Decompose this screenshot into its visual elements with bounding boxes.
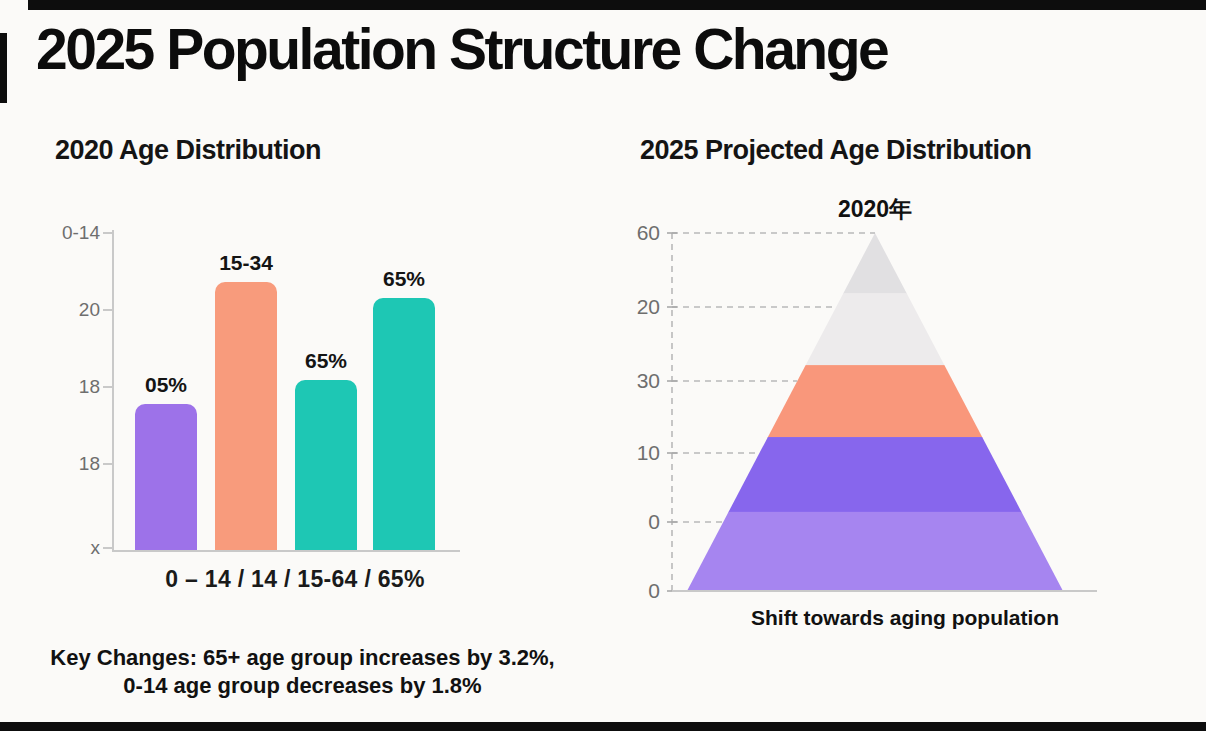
bar-label-4: 65% bbox=[383, 267, 425, 291]
left-chart-title: 2020 Age Distribution bbox=[55, 135, 321, 166]
pyramid-y-label-5: 0 bbox=[648, 579, 660, 602]
y-axis-tick-label: 20 bbox=[48, 299, 100, 321]
x-axis-line bbox=[112, 550, 460, 552]
pyramid-layer-gray-light bbox=[685, 293, 1065, 366]
y-axis-line bbox=[112, 230, 114, 550]
right-chart-title: 2025 Projected Age Distribution bbox=[640, 135, 1032, 166]
bar-1 bbox=[135, 404, 197, 550]
pyramid-y-label-4: 0 bbox=[648, 510, 660, 533]
pyramid-layer-orange-band bbox=[685, 365, 1065, 438]
infographic-canvas: 2025 Population Structure Change 2020 Ag… bbox=[0, 0, 1206, 731]
y-axis-tick-label: x bbox=[48, 537, 100, 559]
key-changes-note: Key Changes: 65+ age group increases by … bbox=[30, 644, 575, 699]
left-frame-strip bbox=[0, 33, 7, 103]
bar-chart-2020: 0-14 20 18 18 x 05% 15-34 65% 65% bbox=[40, 222, 500, 558]
y-axis-tick-label: 18 bbox=[48, 453, 100, 475]
top-frame-bar bbox=[28, 0, 1206, 10]
y-axis-tick-mark bbox=[103, 232, 112, 234]
key-changes-line1: Key Changes: 65+ age group increases by … bbox=[30, 644, 575, 672]
bar-label-2: 15-34 bbox=[219, 251, 273, 275]
pyramid-layer-purple-light bbox=[685, 512, 1065, 592]
pyramid-caption: Shift towards aging population bbox=[700, 606, 1110, 630]
bottom-frame-bar bbox=[0, 722, 1206, 731]
y-axis-tick-mark bbox=[103, 463, 112, 465]
y-axis-tick-label: 0-14 bbox=[48, 222, 100, 244]
y-axis-tick-label: 18 bbox=[48, 376, 100, 398]
page-title: 2025 Population Structure Change bbox=[36, 16, 1186, 82]
pyramid-svg: 60 20 30 10 0 0 bbox=[630, 195, 1110, 635]
y-axis-tick-mark bbox=[103, 309, 112, 311]
pyramid-y-label-2: 30 bbox=[637, 369, 660, 392]
key-changes-line2: 0-14 age group decreases by 1.8% bbox=[30, 672, 575, 700]
pyramid-y-label-3: 10 bbox=[637, 441, 660, 464]
pyramid-layer-purple-dark bbox=[685, 437, 1065, 512]
bar-label-1: 05% bbox=[145, 373, 187, 397]
bar-4 bbox=[373, 298, 435, 550]
bar-3 bbox=[295, 380, 357, 550]
bar-chart-x-axis-caption: 0 – 14 / 14 / 15-64 / 65% bbox=[100, 566, 490, 593]
y-axis-tick-mark bbox=[103, 386, 112, 388]
pyramid-y-label-1: 20 bbox=[637, 295, 660, 318]
bar-label-3: 65% bbox=[305, 349, 347, 373]
pyramid-layer-gray-cap bbox=[685, 233, 1065, 294]
pyramid-y-label-0: 60 bbox=[637, 221, 660, 244]
pyramid-chart-2025: 60 20 30 10 0 0 bbox=[630, 195, 1110, 635]
y-axis-tick-mark bbox=[103, 547, 112, 549]
bar-2 bbox=[215, 282, 277, 550]
